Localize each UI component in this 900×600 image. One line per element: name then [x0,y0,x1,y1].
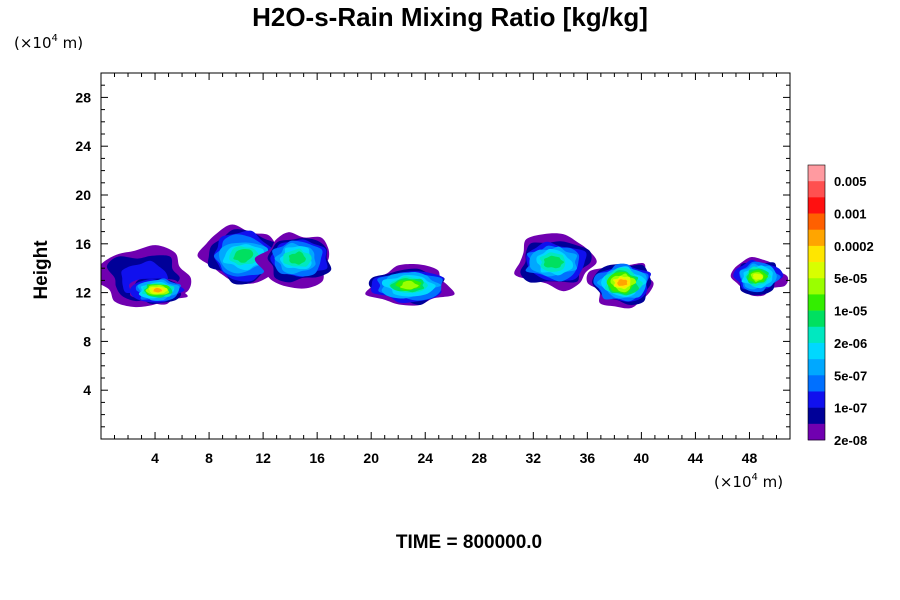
rain-field [101,224,789,309]
x-axis: 4 8 12 16 20 24 28 32 36 40 44 48 [114,73,777,466]
y-tick-label: 24 [75,138,91,154]
colorbar-swatch [808,245,825,263]
colorbar-swatch [808,423,825,441]
y-tick-label: 4 [83,382,91,398]
x-tick-label: 44 [688,450,704,466]
x-tick-label: 28 [471,450,487,466]
colorbar-swatch [808,197,825,214]
time-label: TIME = 800000.0 [395,532,543,553]
y-tick-label: 20 [75,187,91,203]
colorbar-swatch [808,229,825,247]
colorbar-swatch [808,262,825,279]
colorbar-label: 2e-06 [834,336,867,351]
y-axis-label: Height [31,240,52,300]
colorbar-swatch [808,310,825,328]
colorbar-swatch [808,391,825,408]
x-tick-label: 24 [417,450,433,466]
x-tick-label: 8 [205,450,213,466]
colorbar-label: 1e-05 [834,304,867,319]
colorbar-frame [807,164,826,441]
x-tick-label: 40 [634,450,650,466]
colorbar-swatch [808,165,825,182]
colorbar-swatch [808,213,825,231]
colorbar-label: 5e-05 [834,271,867,286]
x-axis-unit: (×104 m) [714,472,784,491]
colorbar: 0.005 0.001 0.0002 5e-05 1e-05 2e-06 5e-07 1e-0… [807,164,874,448]
y-tick-label: 16 [75,236,91,252]
y-tick-label: 12 [75,285,91,301]
x-tick-label: 4 [151,450,159,466]
x-tick-label: 20 [363,450,379,466]
colorbar-swatch [808,181,825,198]
colorbar-label: 0.005 [834,174,867,189]
x-tick-label: 48 [742,450,758,466]
x-tick-label: 12 [255,450,271,466]
y-axis: 4 8 12 16 20 24 28 [75,84,790,428]
x-tick-label: 16 [309,450,325,466]
colorbar-label: 1e-07 [834,401,867,416]
x-tick-label: 32 [526,450,542,466]
rain-contour-1-12 [153,287,163,293]
colorbar-label: 0.001 [834,207,867,222]
y-tick-label: 28 [75,89,91,105]
colorbar-label: 5e-07 [834,368,867,383]
rain-contour-6-12 [617,279,628,286]
rain-contour-3-7 [288,251,306,265]
colorbar-swatch [808,359,825,376]
chart-title: H2O-s-Rain Mixing Ratio [kg/kg] [252,2,648,32]
rain-contour-2-7 [233,249,254,263]
rain-contour-7-10 [752,273,763,280]
colorbar-swatch [808,375,825,392]
colorbar-swatch [808,326,825,344]
colorbar-swatch [808,294,825,311]
colorbar-swatch [808,407,825,425]
x-tick-label: 36 [580,450,596,466]
colorbar-swatch [808,278,825,295]
colorbar-swatch [808,342,825,360]
y-axis-unit: (×104 m) [14,33,84,52]
colorbar-label: 0.0002 [834,239,874,254]
y-tick-label: 8 [83,333,91,349]
rain-contour-5-7 [543,255,565,269]
colorbar-label: 2e-08 [834,433,867,448]
rain-contour-4-9 [400,280,419,290]
